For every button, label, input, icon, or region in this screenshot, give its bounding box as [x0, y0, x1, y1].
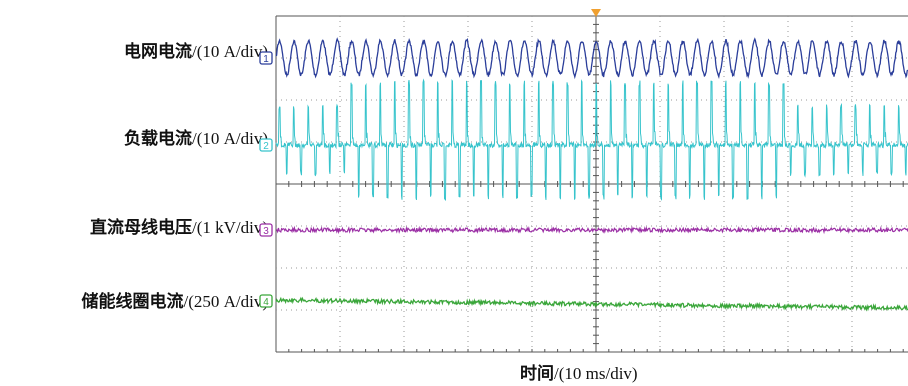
channel-2-label: 负载电流/(10 A/div) [124, 129, 268, 149]
channel-2-name: 负载电流 [123, 129, 192, 148]
channel-4-marker: 4 [259, 294, 273, 308]
channel-1-trace [275, 37, 908, 80]
channel-3-trace [275, 225, 908, 235]
channel-marker-number: 3 [263, 226, 269, 237]
channel-1-marker: 1 [259, 51, 273, 65]
channel-4-trace [275, 296, 908, 312]
channel-1-unit: /(10 A/div) [191, 42, 268, 61]
channel-marker-number: 2 [263, 141, 269, 152]
x-axis-label: 时间/(10 ms/div) [520, 359, 638, 384]
channel-4-name: 储能线圈电流 [81, 292, 184, 311]
channel-marker-number: 1 [263, 54, 269, 65]
channel-marker-box [259, 294, 273, 308]
trigger-triangle [591, 9, 601, 17]
channel-1-label: 电网电流/(10 A/div) [124, 42, 268, 62]
channel-3-unit: /(1 kV/div) [191, 218, 268, 237]
traces [275, 37, 908, 312]
channel-marker-box [259, 51, 273, 65]
channel-3-label: 直流母线电压/(1 kV/div) [90, 218, 268, 238]
channel-markers: 1 2 3 4 [259, 51, 273, 308]
channel-4-unit: /(250 A/div) [183, 292, 268, 311]
channel-3-name: 直流母线电压 [89, 218, 192, 237]
channel-3-marker: 3 [259, 223, 273, 237]
x-axis-name: 时间 [520, 364, 554, 383]
channel-2-marker: 2 [259, 138, 273, 152]
channel-marker-box [259, 138, 273, 152]
x-axis-unit: /(10 ms/div) [554, 364, 638, 383]
trigger-marker [591, 9, 601, 17]
channel-2-trace [275, 78, 908, 201]
channel-4-label: 储能线圈电流/(250 A/div) [81, 292, 268, 312]
channel-marker-number: 4 [263, 297, 269, 308]
channel-marker-box [259, 223, 273, 237]
channel-2-unit: /(10 A/div) [191, 129, 268, 148]
channel-1-name: 电网电流 [123, 42, 192, 61]
